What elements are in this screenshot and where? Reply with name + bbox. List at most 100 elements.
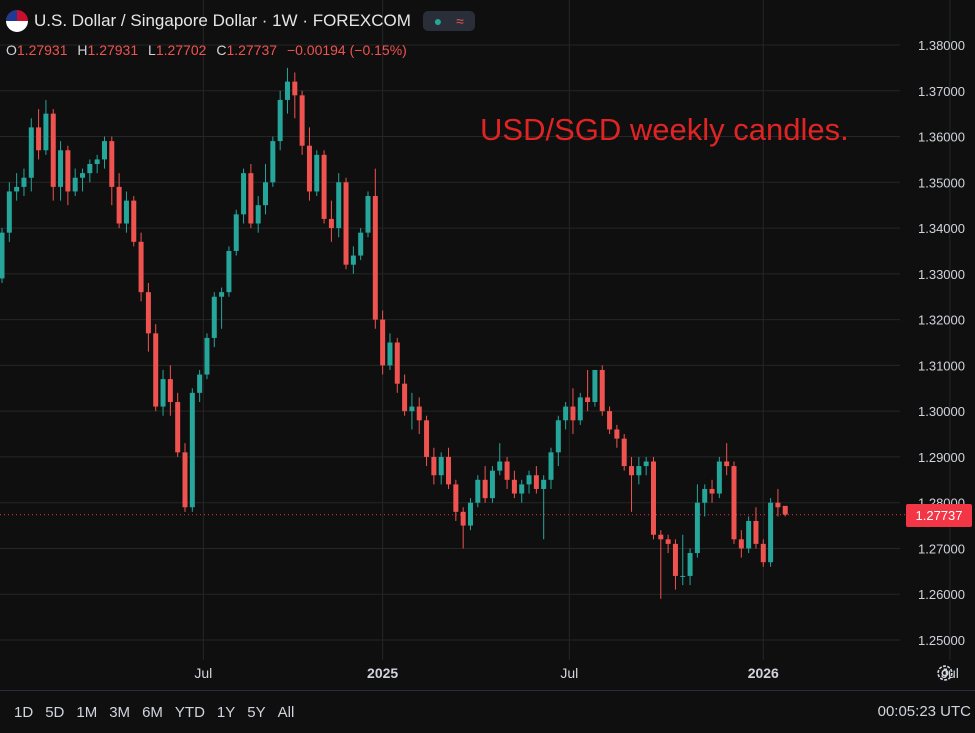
candle (43, 99, 49, 155)
price-axis[interactable]: 1.38000 1.37000 1.36000 1.35000 1.34000 1.330… (918, 38, 965, 648)
candle-body (409, 406, 415, 412)
candle (28, 118, 34, 192)
range-1y[interactable]: 1Y (216, 703, 236, 721)
candle-body (50, 113, 56, 187)
candle (175, 392, 181, 457)
utc-clock[interactable]: 00:05:23 UTC (877, 703, 971, 720)
candle (292, 72, 298, 119)
candle (724, 443, 730, 476)
candle-body (650, 461, 656, 535)
settings-icon[interactable] (934, 662, 956, 684)
candle-body (402, 383, 408, 412)
candle (197, 369, 203, 402)
candle (72, 168, 78, 197)
candle (629, 456, 635, 512)
candle (0, 228, 5, 283)
candle-body (255, 205, 261, 224)
candle (87, 159, 93, 183)
high-value: 1.27931 (87, 42, 139, 58)
candle (519, 479, 525, 503)
range-6m[interactable]: 6M (142, 703, 163, 721)
candle-body (306, 145, 312, 192)
x-tick-label: Jul (941, 665, 959, 681)
candle (314, 150, 320, 197)
candle (387, 333, 393, 370)
candle-body (233, 214, 239, 251)
candle-body (197, 374, 203, 393)
candle-body (175, 402, 181, 453)
candle-body (328, 218, 334, 229)
range-5d[interactable]: 5D (45, 703, 65, 721)
y-tick-label: 1.36000 (918, 130, 965, 145)
candle (453, 479, 459, 521)
candle (687, 548, 693, 586)
candle (438, 452, 444, 485)
candle (182, 443, 188, 512)
candle (504, 456, 510, 489)
candle-body (467, 502, 473, 526)
candle-body (658, 534, 664, 540)
candle (65, 145, 71, 206)
range-1m[interactable]: 1M (76, 703, 98, 721)
candle-body (226, 250, 232, 293)
candle (782, 505, 788, 517)
candle-body (585, 397, 591, 402)
range-all[interactable]: All (277, 703, 295, 721)
candle (211, 292, 217, 348)
candle-body (563, 406, 569, 421)
candle (607, 406, 613, 435)
range-5y[interactable]: 5Y (247, 703, 266, 721)
candle-body (94, 159, 100, 164)
usd-sgd-flag-icon (6, 10, 28, 32)
candle (402, 374, 408, 416)
candle (123, 191, 129, 233)
candle (343, 177, 349, 270)
candle (6, 182, 12, 242)
candle (160, 369, 166, 416)
candle-body (460, 511, 466, 526)
candle (570, 388, 576, 435)
wave-icon[interactable]: ≈ (456, 13, 464, 29)
candle-body (416, 406, 422, 421)
candle-body (182, 452, 188, 508)
candle (350, 246, 356, 274)
candle-body (380, 319, 386, 366)
range-3m[interactable]: 3M (109, 703, 131, 721)
candle-body (14, 186, 20, 192)
range-1d[interactable]: 1D (14, 703, 34, 721)
y-tick-label: 1.27000 (918, 541, 965, 556)
candle (716, 456, 722, 499)
candle (219, 287, 225, 329)
symbol-title[interactable]: U.S. Dollar / Singapore Dollar · 1W · FO… (34, 11, 411, 30)
candle-body (724, 461, 730, 467)
candle-body (248, 173, 254, 224)
candle (204, 333, 210, 380)
candle-body (446, 456, 452, 485)
change-value: −0.00194 (−0.15%) (286, 42, 407, 58)
candle (241, 168, 247, 224)
candle (321, 150, 327, 224)
candle (614, 424, 620, 448)
time-axis[interactable]: Jul 2025 Jul 2026 Jul (194, 665, 959, 681)
candle (109, 136, 115, 206)
y-tick-label: 1.29000 (918, 450, 965, 465)
candle-body (475, 479, 481, 503)
candle (665, 534, 671, 554)
indicator-pill[interactable]: ● ≈ (422, 11, 475, 31)
range-ytd[interactable]: YTD (174, 703, 205, 721)
candle-body (541, 479, 547, 489)
candle-body (526, 475, 532, 485)
candle-body (358, 232, 364, 256)
candle (255, 196, 261, 233)
candle-body (21, 177, 27, 187)
candle-body (153, 333, 159, 407)
y-tick-label: 1.26000 (918, 587, 965, 602)
candle (424, 415, 430, 467)
dot-icon[interactable]: ● (433, 13, 443, 29)
candle (394, 337, 400, 393)
candle-body (555, 420, 561, 453)
candle (475, 475, 481, 508)
close-label: C (216, 42, 227, 58)
candle (489, 466, 495, 503)
